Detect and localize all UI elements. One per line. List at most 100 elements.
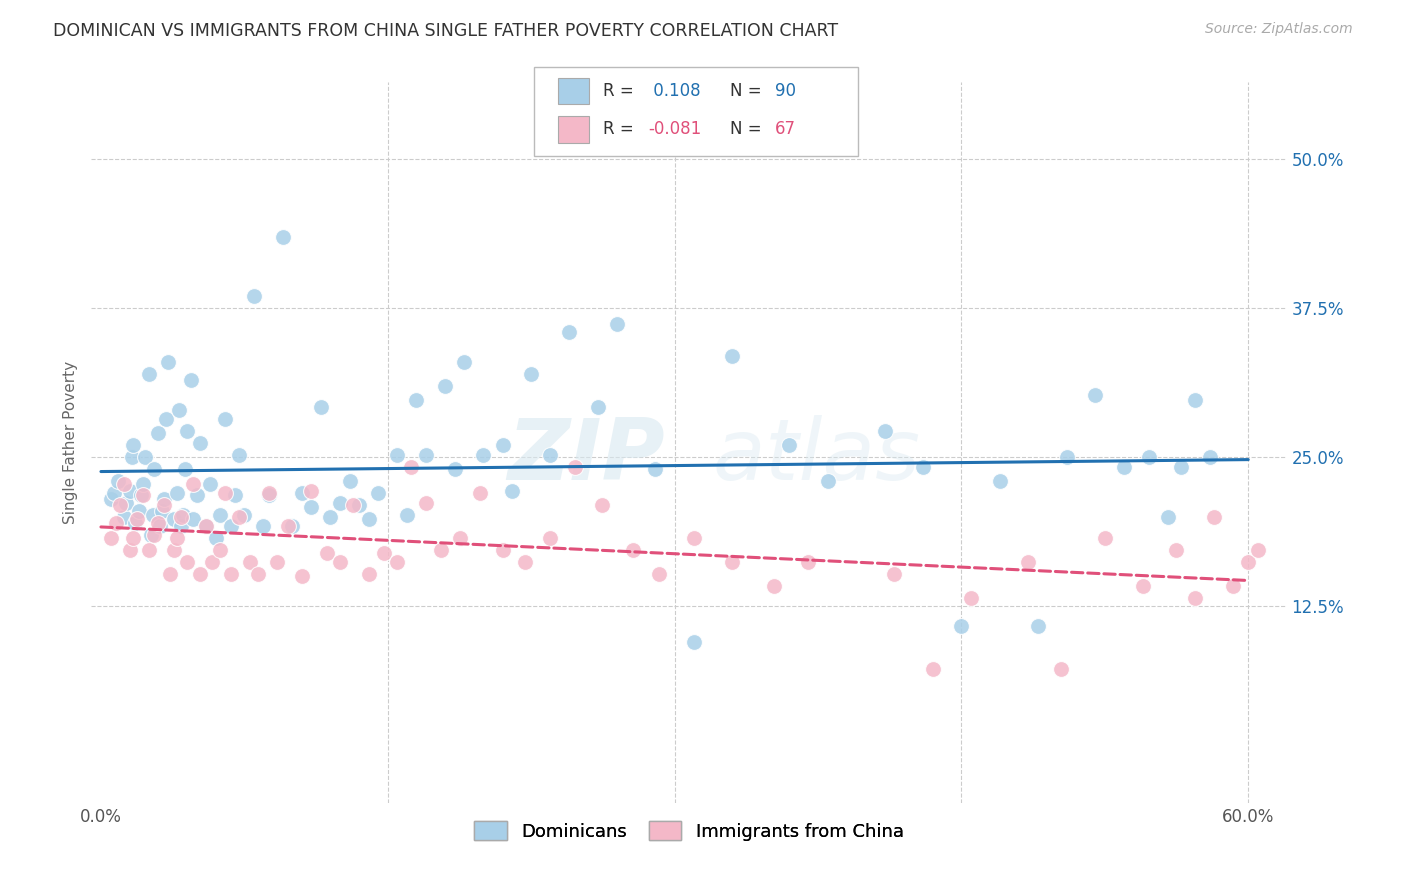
Point [124,516,146,530]
Point [501,483,523,498]
Point [1056,450,1078,465]
Point [558,325,581,339]
Point [170,519,193,533]
Point [195,519,218,533]
Point [291,569,314,583]
Point [538,532,561,546]
Point [132,476,155,491]
Point [138,543,160,558]
Point [299,483,322,498]
Point [1164,543,1187,558]
Point [153,498,176,512]
Point [107,474,129,488]
Point [277,519,299,533]
Point [387,555,409,569]
Text: R =: R = [603,82,640,100]
Point [127,512,149,526]
Point [166,532,188,546]
Point [186,488,208,502]
Point [252,519,274,533]
Point [103,486,125,500]
Y-axis label: Single Father Poverty: Single Father Poverty [63,361,79,524]
Text: DOMINICAN VS IMMIGRANTS FROM CHINA SINGLE FATHER POVERTY CORRELATION CHART: DOMINICAN VS IMMIGRANTS FROM CHINA SINGL… [53,22,838,40]
Point [921,662,943,676]
Point [129,488,152,502]
Point [219,519,242,533]
Point [395,508,418,522]
Point [143,462,166,476]
Point [170,509,193,524]
Point [201,555,224,569]
Point [257,488,280,502]
Point [950,619,973,633]
Point [721,555,744,569]
Point [112,476,135,491]
Point [190,567,212,582]
Point [721,349,744,363]
Point [156,355,179,369]
Point [176,555,198,569]
Point [472,448,495,462]
Point [817,474,839,488]
Point [239,555,262,569]
Point [883,567,905,582]
Point [122,532,145,546]
Point [644,462,666,476]
Point [181,476,204,491]
Point [112,509,135,524]
Point [143,528,166,542]
Point [214,412,236,426]
Point [1026,619,1049,633]
Point [443,462,465,476]
Point [291,486,314,500]
Point [319,509,342,524]
Point [430,543,453,558]
Point [219,567,242,582]
Point [118,543,141,558]
Point [1137,450,1160,465]
Point [606,317,628,331]
Point [228,448,250,462]
Point [108,498,131,512]
Text: -0.081: -0.081 [648,120,702,138]
Text: 67: 67 [775,120,796,138]
Point [1094,532,1116,546]
Point [246,567,269,582]
Point [204,532,226,546]
Point [1184,393,1206,408]
Point [586,401,609,415]
Point [132,488,155,502]
Point [299,500,322,515]
Point [181,512,204,526]
Point [449,532,471,546]
Point [415,495,437,509]
Point [118,483,141,498]
Point [357,512,380,526]
Point [387,448,409,462]
Point [339,474,361,488]
Point [150,504,173,518]
Point [988,474,1011,488]
Point [1237,555,1260,569]
Point [347,498,370,512]
Point [1199,450,1222,465]
Point [224,488,246,502]
Point [520,367,543,381]
Point [172,508,194,522]
Point [1017,555,1039,569]
Point [233,508,256,522]
Point [1170,459,1192,474]
Point [648,567,671,582]
Point [491,438,513,452]
Point [114,495,136,509]
Point [763,579,786,593]
Point [174,462,197,476]
Point [873,424,896,438]
Point [195,519,218,533]
Point [315,546,337,560]
Point [180,373,202,387]
Text: 0.108: 0.108 [648,82,700,100]
Point [468,486,491,500]
Point [105,516,128,530]
Point [1084,388,1107,402]
